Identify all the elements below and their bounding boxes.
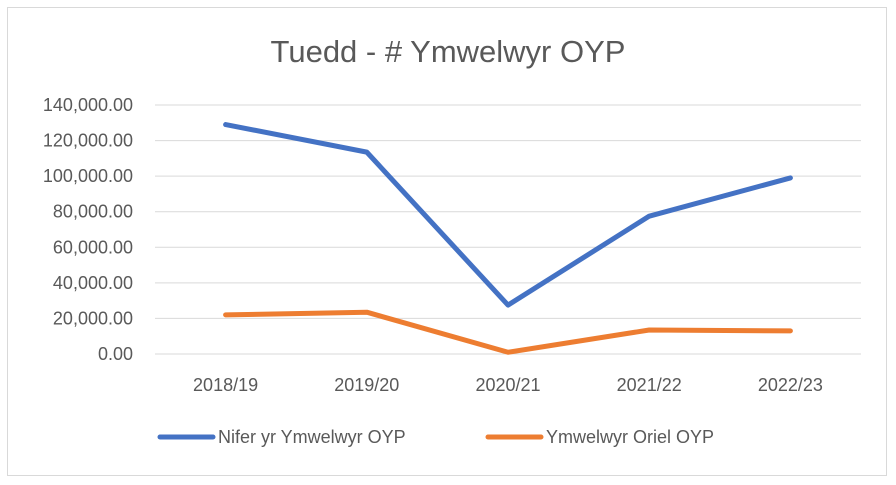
- y-tick-label: 40,000.00: [53, 273, 133, 293]
- legend-label: Nifer yr Ymwelwyr OYP: [218, 427, 406, 447]
- y-axis-ticks: 0.00 20,000.00 40,000.00 60,000.00 80,000.00…: [43, 95, 133, 364]
- chart-title: Tuedd - # Ymwelwyr OYP: [271, 34, 626, 69]
- y-tick-label: 100,000.00: [43, 166, 133, 186]
- y-tick-label: 140,000.00: [43, 95, 133, 115]
- x-tick-label: 2021/22: [617, 375, 682, 395]
- x-tick-label: 2022/23: [758, 375, 823, 395]
- gridlines: [155, 104, 861, 355]
- y-tick-label: 120,000.00: [43, 131, 133, 151]
- y-tick-label: 60,000.00: [53, 237, 133, 257]
- legend-label: Ymwelwyr Oriel OYP: [546, 427, 714, 447]
- y-tick-label: 0.00: [98, 344, 133, 364]
- series-lines: [223, 122, 793, 355]
- series-line-2: [223, 309, 793, 355]
- x-tick-label: 2019/20: [334, 375, 399, 395]
- y-tick-label: 80,000.00: [53, 202, 133, 222]
- y-tick-label: 20,000.00: [53, 308, 133, 328]
- x-axis-ticks: 2018/19 2019/20 2020/21 2021/22 2022/23: [193, 375, 823, 395]
- series-line-1: [223, 122, 793, 308]
- x-tick-label: 2018/19: [193, 375, 258, 395]
- legend: Nifer yr Ymwelwyr OYP Ymwelwyr Oriel OYP: [157, 427, 714, 447]
- x-tick-label: 2020/21: [475, 375, 540, 395]
